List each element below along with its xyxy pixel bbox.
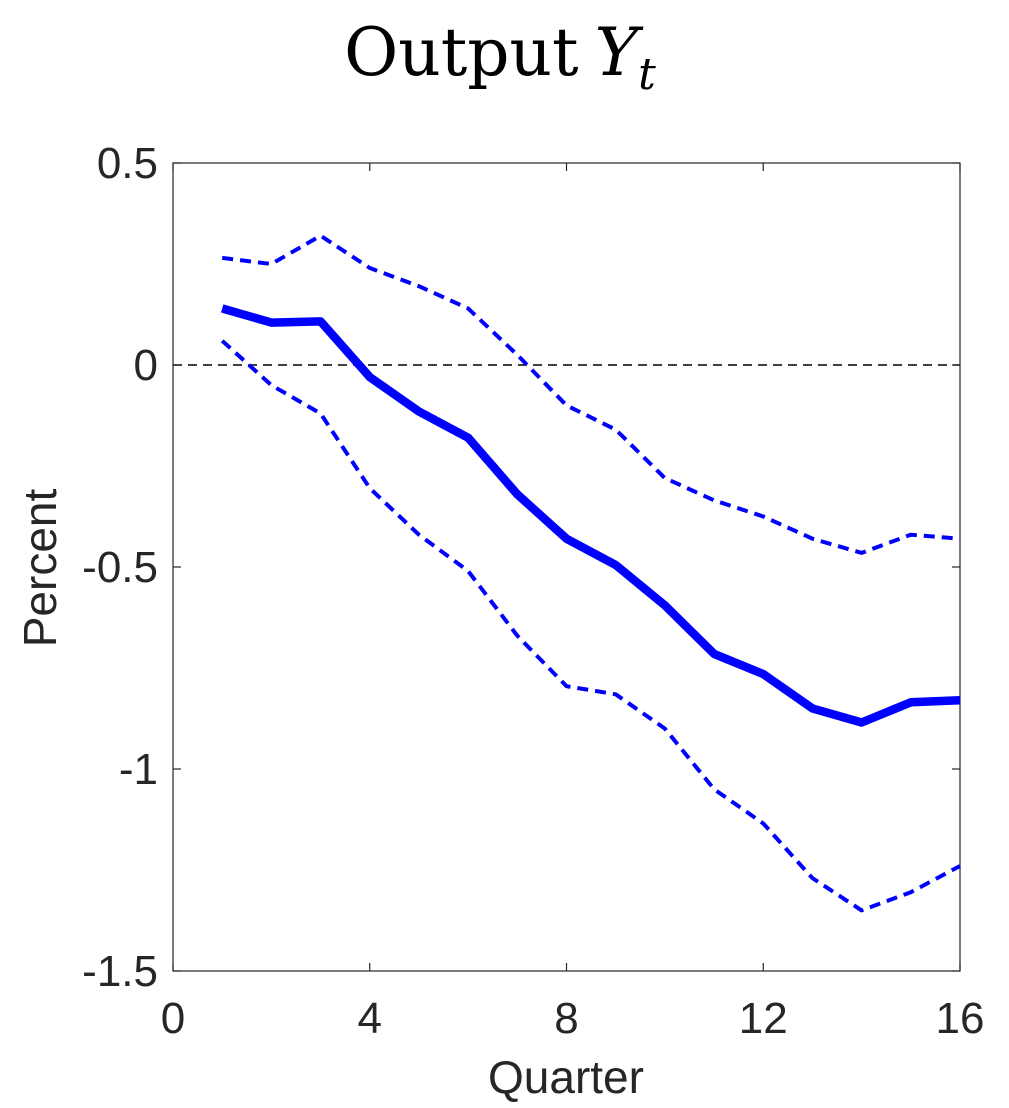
y-tick-label: 0 xyxy=(134,341,158,390)
y-tick-label: -0.5 xyxy=(82,543,158,592)
y-tick-label: -1.5 xyxy=(82,947,158,996)
series-line-estimate xyxy=(221,304,961,727)
chart-title-subscript: t xyxy=(638,49,656,100)
x-tick-label: 0 xyxy=(161,994,185,1043)
x-tick-label: 4 xyxy=(358,994,382,1043)
series-group xyxy=(220,233,961,913)
series-line-lower-band xyxy=(220,339,961,913)
y-tick-label: 0.5 xyxy=(97,139,158,188)
x-tick-label: 8 xyxy=(554,994,578,1043)
y-axis: 0.5 0 -0.5 -1 -1.5 xyxy=(82,139,960,996)
chart-title-symbol: Y xyxy=(595,14,644,91)
x-axis: 0 4 8 12 16 xyxy=(161,163,985,1043)
plot-area xyxy=(172,162,961,972)
x-tick-label: 16 xyxy=(936,994,985,1043)
chart-title-text: Output xyxy=(344,14,578,91)
y-axis-label: Percent xyxy=(14,489,66,648)
y-tick-label: -1 xyxy=(119,745,158,794)
x-tick-label: 12 xyxy=(739,994,788,1043)
series-line-upper-band xyxy=(221,233,961,555)
x-axis-label: Quarter xyxy=(488,1051,644,1103)
chart-title: Output Yt xyxy=(344,14,656,100)
